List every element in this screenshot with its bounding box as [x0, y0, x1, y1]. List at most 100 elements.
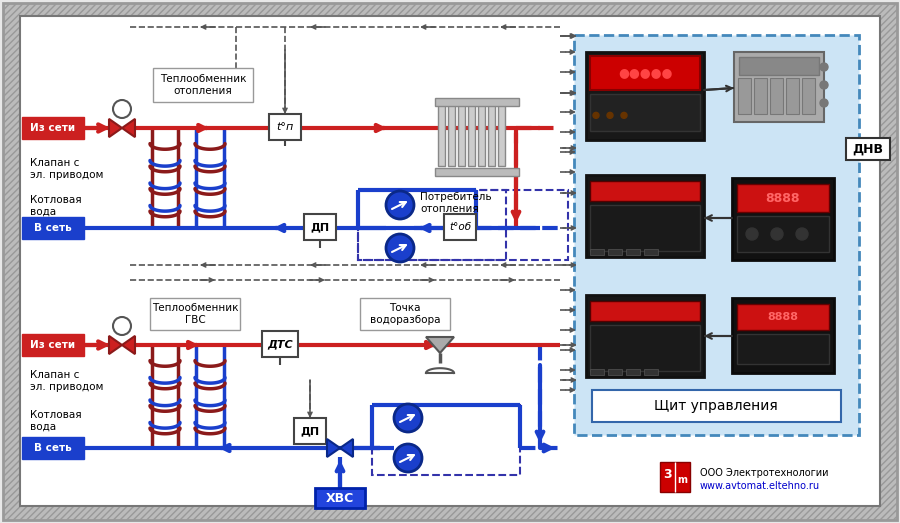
Text: Из сети: Из сети	[31, 340, 76, 350]
FancyBboxPatch shape	[737, 184, 829, 212]
Circle shape	[113, 100, 131, 118]
FancyBboxPatch shape	[586, 295, 704, 377]
FancyBboxPatch shape	[732, 178, 834, 260]
Text: www.avtomat.eltehno.ru: www.avtomat.eltehno.ru	[700, 481, 820, 491]
Text: В сеть: В сеть	[34, 443, 72, 453]
FancyBboxPatch shape	[846, 138, 890, 160]
FancyBboxPatch shape	[754, 78, 767, 114]
FancyBboxPatch shape	[498, 104, 505, 166]
Polygon shape	[426, 337, 454, 353]
FancyBboxPatch shape	[770, 78, 783, 114]
Text: Щит управления: Щит управления	[654, 399, 778, 413]
FancyBboxPatch shape	[444, 214, 476, 240]
FancyBboxPatch shape	[458, 104, 465, 166]
FancyBboxPatch shape	[586, 52, 704, 140]
FancyBboxPatch shape	[738, 78, 751, 114]
FancyBboxPatch shape	[478, 104, 485, 166]
FancyBboxPatch shape	[360, 298, 450, 330]
Text: Теплообменник
ГВС: Теплообменник ГВС	[152, 303, 239, 325]
Text: t°об: t°об	[449, 222, 471, 232]
Text: m: m	[677, 475, 687, 485]
FancyBboxPatch shape	[150, 298, 240, 330]
FancyBboxPatch shape	[22, 117, 84, 139]
Polygon shape	[109, 336, 122, 354]
FancyBboxPatch shape	[488, 104, 495, 166]
FancyBboxPatch shape	[590, 56, 700, 89]
FancyBboxPatch shape	[737, 304, 829, 330]
FancyBboxPatch shape	[737, 334, 829, 364]
Polygon shape	[327, 439, 340, 457]
FancyBboxPatch shape	[590, 369, 604, 375]
Polygon shape	[122, 119, 135, 137]
Text: Из сети: Из сети	[31, 123, 76, 133]
FancyBboxPatch shape	[262, 331, 298, 357]
Text: ХВС: ХВС	[326, 492, 354, 505]
FancyBboxPatch shape	[590, 181, 700, 201]
FancyBboxPatch shape	[435, 98, 519, 106]
Text: Котловая
вода: Котловая вода	[30, 195, 82, 217]
Text: 8888: 8888	[768, 312, 798, 322]
FancyBboxPatch shape	[315, 488, 365, 508]
FancyBboxPatch shape	[592, 390, 841, 422]
FancyBboxPatch shape	[626, 369, 640, 375]
Circle shape	[386, 191, 414, 219]
FancyBboxPatch shape	[22, 217, 84, 239]
Circle shape	[820, 63, 828, 71]
Circle shape	[113, 317, 131, 335]
FancyBboxPatch shape	[590, 205, 700, 251]
FancyBboxPatch shape	[586, 175, 704, 257]
Circle shape	[607, 112, 613, 118]
Text: Клапан с
эл. приводом: Клапан с эл. приводом	[30, 370, 104, 392]
Circle shape	[621, 112, 627, 118]
FancyBboxPatch shape	[802, 78, 815, 114]
Circle shape	[386, 234, 414, 262]
Circle shape	[394, 404, 422, 432]
Text: t°п: t°п	[276, 122, 293, 132]
FancyBboxPatch shape	[294, 418, 326, 444]
Text: Теплообменник
отопления: Теплообменник отопления	[160, 74, 247, 96]
FancyBboxPatch shape	[737, 216, 829, 252]
Circle shape	[820, 99, 828, 107]
FancyBboxPatch shape	[590, 94, 700, 131]
FancyBboxPatch shape	[608, 369, 622, 375]
Text: 8888: 8888	[766, 191, 800, 204]
FancyBboxPatch shape	[644, 249, 658, 255]
FancyBboxPatch shape	[22, 334, 84, 356]
FancyBboxPatch shape	[574, 35, 859, 435]
Text: ДНВ: ДНВ	[852, 142, 884, 155]
Circle shape	[771, 228, 783, 240]
Text: Клапан с
эл. приводом: Клапан с эл. приводом	[30, 158, 104, 179]
Text: Точка
водоразбора: Точка водоразбора	[370, 303, 440, 325]
FancyBboxPatch shape	[435, 168, 519, 176]
Text: В сеть: В сеть	[34, 223, 72, 233]
FancyBboxPatch shape	[438, 104, 445, 166]
FancyBboxPatch shape	[22, 437, 84, 459]
FancyBboxPatch shape	[590, 325, 700, 371]
FancyBboxPatch shape	[590, 249, 604, 255]
FancyBboxPatch shape	[739, 57, 819, 75]
FancyBboxPatch shape	[626, 249, 640, 255]
FancyBboxPatch shape	[608, 249, 622, 255]
FancyBboxPatch shape	[448, 104, 455, 166]
Text: ООО Электротехнологии: ООО Электротехнологии	[700, 468, 829, 478]
FancyBboxPatch shape	[304, 214, 336, 240]
Text: ДТС: ДТС	[267, 339, 293, 349]
Circle shape	[394, 444, 422, 472]
FancyBboxPatch shape	[153, 68, 253, 102]
Circle shape	[796, 228, 808, 240]
Text: ДП: ДП	[301, 426, 320, 436]
Text: ДП: ДП	[310, 222, 329, 232]
Text: Потребитель
отопления: Потребитель отопления	[420, 192, 491, 213]
Text: ●●●●●: ●●●●●	[617, 66, 672, 79]
FancyBboxPatch shape	[590, 56, 700, 90]
Text: 3: 3	[663, 468, 672, 481]
Polygon shape	[109, 119, 122, 137]
Circle shape	[746, 228, 758, 240]
Text: Котловая
вода: Котловая вода	[30, 410, 82, 431]
FancyBboxPatch shape	[590, 301, 700, 321]
FancyBboxPatch shape	[644, 369, 658, 375]
FancyBboxPatch shape	[732, 298, 834, 373]
Circle shape	[593, 112, 599, 118]
FancyBboxPatch shape	[468, 104, 475, 166]
FancyBboxPatch shape	[20, 16, 880, 506]
